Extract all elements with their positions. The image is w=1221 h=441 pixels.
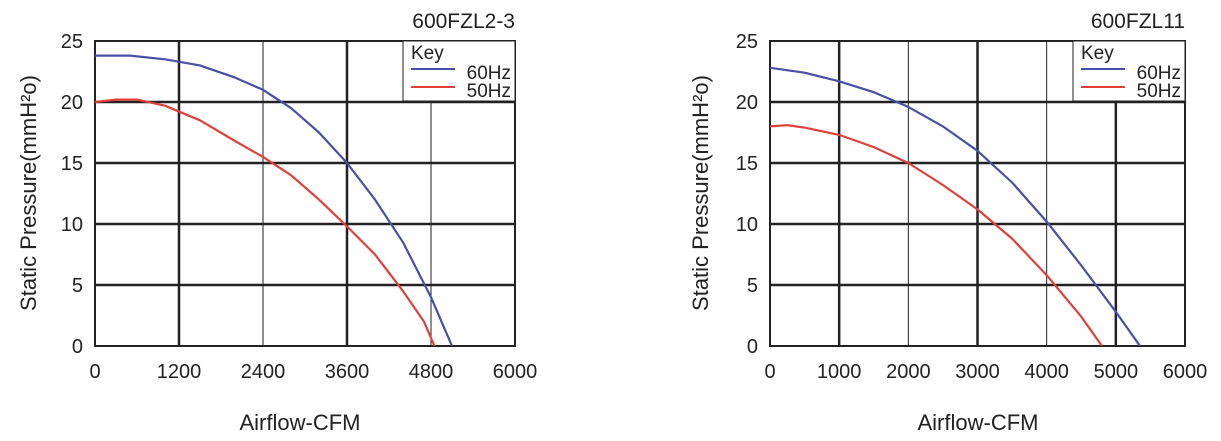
x-tick-label: 1200 <box>157 361 202 383</box>
series-line-50Hz <box>95 98 436 346</box>
legend-box <box>1072 40 1186 102</box>
x-tick-label: 5000 <box>1094 361 1139 383</box>
y-tick-label: 5 <box>72 275 83 297</box>
legend-label: 50Hz <box>467 81 511 102</box>
legend-title: Key <box>1081 43 1114 64</box>
x-tick-label: 3600 <box>325 361 370 383</box>
chart-1: 0 1200 2400 3600 4800 6000 0 5 10 15 20 25 600FZL2-3… <box>16 10 537 435</box>
legend-label: 50Hz <box>1137 81 1181 102</box>
chart-2: 0 1000 2000 3000 4000 5000 6000 0 5 10 15 20 25 600FZ… <box>688 10 1207 435</box>
y-axis-label: Static Pressure(mmH²o) <box>688 75 713 311</box>
x-tick-label: 0 <box>89 361 100 383</box>
x-axis-label: Airflow-CFM <box>240 410 361 435</box>
y-tick-label: 15 <box>736 153 758 175</box>
legend-label: 60Hz <box>1137 63 1181 84</box>
x-tick-label: 4000 <box>1024 361 1069 383</box>
y-tick-label: 10 <box>736 214 758 236</box>
y-tick-label: 20 <box>736 92 758 114</box>
y-tick-label: 10 <box>61 214 83 236</box>
x-tick-label: 6000 <box>1163 361 1208 383</box>
series-line-60Hz <box>770 66 1141 346</box>
y-tick-label: 0 <box>747 336 758 358</box>
legend-label: 60Hz <box>467 63 511 84</box>
x-tick-label: 1000 <box>817 361 862 383</box>
x-tick-label: 2400 <box>241 361 286 383</box>
x-tick-label: 2000 <box>886 361 931 383</box>
legend-box <box>402 40 516 102</box>
y-tick-label: 0 <box>72 336 83 358</box>
y-tick-label: 5 <box>747 275 758 297</box>
chart-title: 600FZL11 <box>1091 10 1185 33</box>
x-tick-label: 6000 <box>493 361 538 383</box>
y-axis-label: Static Pressure(mmH²o) <box>16 75 41 311</box>
legend-title: Key <box>411 43 444 64</box>
x-tick-label: 4800 <box>409 361 454 383</box>
x-tick-label: 3000 <box>955 361 1000 383</box>
chart-title: 600FZL2-3 <box>412 10 515 33</box>
y-tick-label: 15 <box>61 153 83 175</box>
y-tick-label: 25 <box>736 31 758 53</box>
series-line-60Hz <box>95 54 454 346</box>
x-tick-label: 0 <box>764 361 775 383</box>
y-tick-label: 20 <box>61 92 83 114</box>
y-tick-label: 25 <box>61 31 83 53</box>
x-axis-label: Airflow-CFM <box>918 410 1039 435</box>
series-line-50Hz <box>770 124 1103 346</box>
